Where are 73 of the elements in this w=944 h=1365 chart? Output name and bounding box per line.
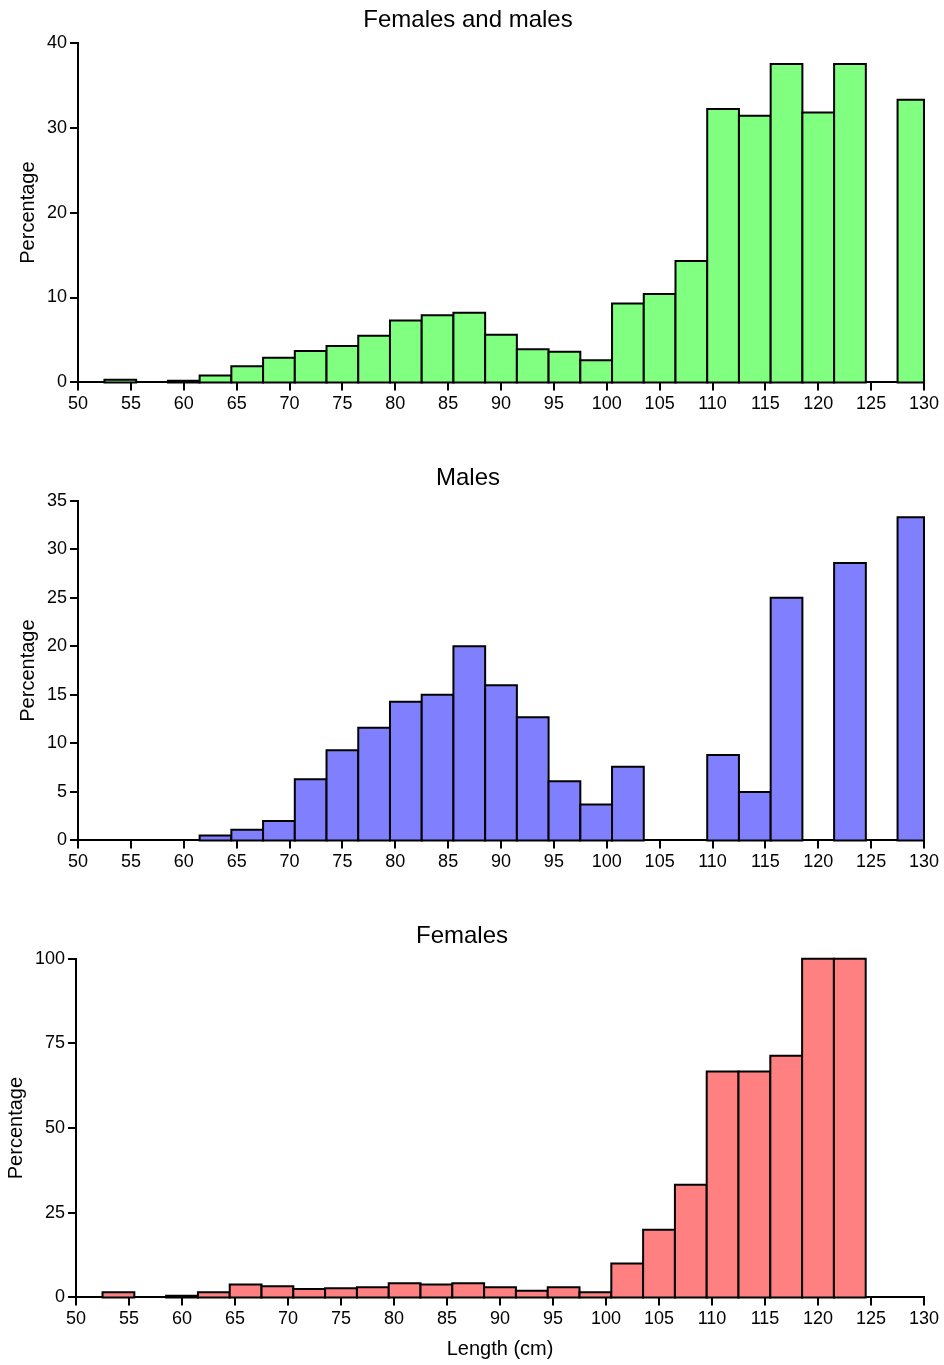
y-tick-label: 25 [45,1201,66,1222]
x-tick-label: 55 [119,1308,140,1329]
x-tick-label: 110 [698,851,727,872]
x-tick-label: 130 [908,1308,940,1329]
x-tick-label: 130 [908,393,940,414]
y-tick-label: 50 [45,1117,66,1138]
x-tick-label: 60 [173,851,194,872]
y-tick-label: 100 [34,947,66,968]
x-tick-label: 115 [751,851,780,872]
x-tick-label: 95 [543,1308,564,1329]
y-axis-title: Percentage [3,1076,26,1180]
x-tick-label: 80 [385,851,406,872]
x-tick-label: 105 [644,393,675,414]
x-tick-label: 100 [591,393,622,414]
x-tick-label: 125 [856,851,887,872]
x-tick-label: 70 [279,851,300,872]
x-tick-label: 75 [332,393,353,414]
x-tick-label: 85 [438,851,459,872]
x-axis-title: Length (cm) [446,1336,554,1359]
x-tick-label: 85 [438,393,459,414]
x-tick-label: 65 [225,1308,246,1329]
y-tick-label: 10 [46,732,68,753]
y-tick-label: 20 [46,201,68,222]
x-tick-label: 110 [698,393,727,414]
x-tick-label: 100 [590,1308,622,1329]
x-tick-label: 115 [750,1308,780,1329]
y-tick-label: 30 [46,116,68,137]
chart-title: Females and males [363,5,573,33]
y-tick-label: 0 [57,371,68,392]
x-tick-label: 120 [803,851,834,872]
x-tick-label: 60 [172,1308,193,1329]
y-tick-label: 0 [55,1286,66,1307]
x-tick-label: 120 [802,1308,834,1329]
x-tick-label: 55 [120,393,141,414]
x-tick-label: 110 [697,1308,727,1329]
x-tick-label: 100 [591,851,622,872]
x-tick-label: 90 [491,851,512,872]
x-tick-label: 120 [803,393,834,414]
y-tick-label: 15 [46,683,68,704]
x-tick-label: 80 [385,393,406,414]
x-tick-label: 105 [644,851,675,872]
y-tick-label: 25 [46,586,68,607]
y-tick-label: 30 [46,538,68,559]
x-tick-label: 80 [384,1308,405,1329]
chart-title: Females [415,921,509,949]
chart-title: Males [435,463,501,491]
x-tick-label: 85 [437,1308,458,1329]
x-tick-label: 70 [278,1308,299,1329]
x-tick-label: 130 [908,851,940,872]
x-tick-label: 55 [120,851,141,872]
x-tick-label: 70 [279,393,300,414]
x-tick-label: 95 [543,393,564,414]
y-tick-label: 75 [45,1032,66,1053]
x-tick-label: 125 [855,1308,887,1329]
y-tick-label: 40 [46,31,68,52]
x-tick-label: 90 [490,1308,511,1329]
y-axis-title: Percentage [15,161,38,264]
y-axis-title: Percentage [15,619,38,722]
x-tick-label: 125 [856,393,887,414]
x-tick-label: 65 [226,851,247,872]
y-tick-label: 0 [57,829,68,850]
x-tick-label: 95 [543,851,564,872]
x-tick-label: 115 [751,393,780,414]
y-tick-label: 20 [46,635,68,656]
y-tick-label: 5 [57,780,68,801]
x-tick-label: 60 [173,393,194,414]
x-tick-label: 75 [332,851,353,872]
x-tick-label: 105 [643,1308,675,1329]
y-tick-label: 10 [46,286,68,307]
x-tick-label: 90 [491,393,512,414]
y-tick-label: 35 [46,489,68,510]
x-tick-label: 75 [331,1308,352,1329]
x-tick-label: 65 [226,393,247,414]
